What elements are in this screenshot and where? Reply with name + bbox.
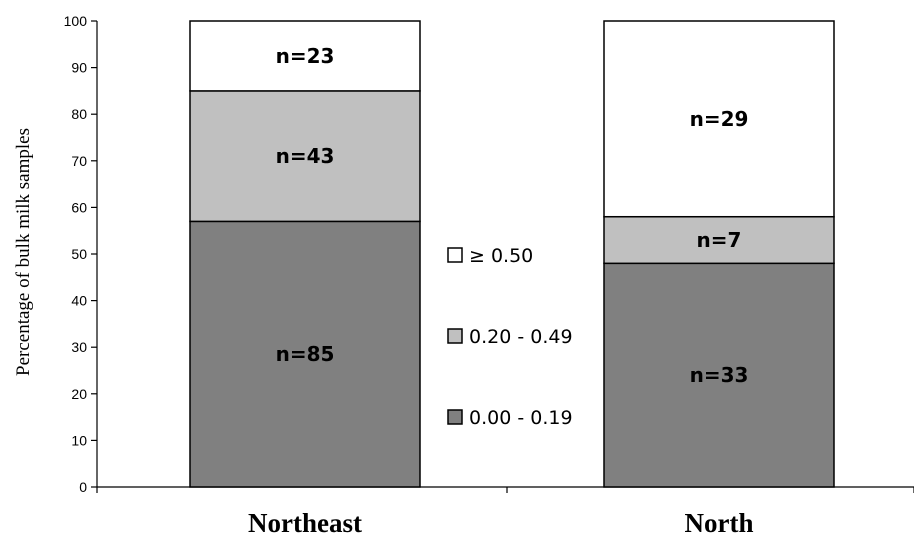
- y-tick-label: 0: [79, 479, 87, 495]
- legend-swatch: [447, 328, 463, 344]
- y-tick-label: 100: [64, 13, 88, 29]
- segment-count-label: n=33: [690, 363, 749, 387]
- segment-count-label: n=29: [690, 107, 749, 131]
- y-tick-label: 50: [71, 246, 87, 262]
- y-tick-label: 40: [71, 293, 87, 309]
- segment-count-label: n=43: [276, 144, 335, 168]
- legend-swatch: [447, 247, 463, 263]
- y-tick-label: 70: [71, 153, 87, 169]
- y-axis-title: Percentage of bulk milk samples: [13, 128, 34, 376]
- bar-segment: [189, 220, 421, 488]
- bar-segment: [189, 20, 421, 92]
- category-label: North: [685, 508, 754, 535]
- legend-swatch: [447, 409, 463, 425]
- y-tick-label: 30: [71, 339, 87, 355]
- bar-segment: [603, 262, 835, 488]
- segment-count-label: n=7: [697, 228, 742, 252]
- y-tick-label: 60: [71, 199, 87, 215]
- legend-label: 0.00 - 0.19: [469, 407, 573, 429]
- legend-label: 0.20 - 0.49: [469, 326, 573, 348]
- category-label: Northeast: [248, 508, 362, 535]
- bars: n=85 n=43 n=23 Northeast n=33 n=7 n=29 North: [189, 20, 835, 535]
- y-tick-label: 90: [71, 60, 87, 76]
- bar-segment: [603, 215, 835, 265]
- segment-count-label: n=85: [276, 342, 335, 366]
- segment-count-label: n=23: [276, 44, 335, 68]
- y-tick-label: 80: [71, 106, 87, 122]
- legend: ≥ 0.50 0.20 - 0.49 0.00 - 0.19: [447, 245, 573, 429]
- y-tick-label: 20: [71, 386, 87, 402]
- bar-segment: [603, 20, 835, 218]
- legend-label: ≥ 0.50: [469, 245, 533, 267]
- bar-segment: [189, 90, 421, 223]
- y-tick-label: 10: [71, 432, 87, 448]
